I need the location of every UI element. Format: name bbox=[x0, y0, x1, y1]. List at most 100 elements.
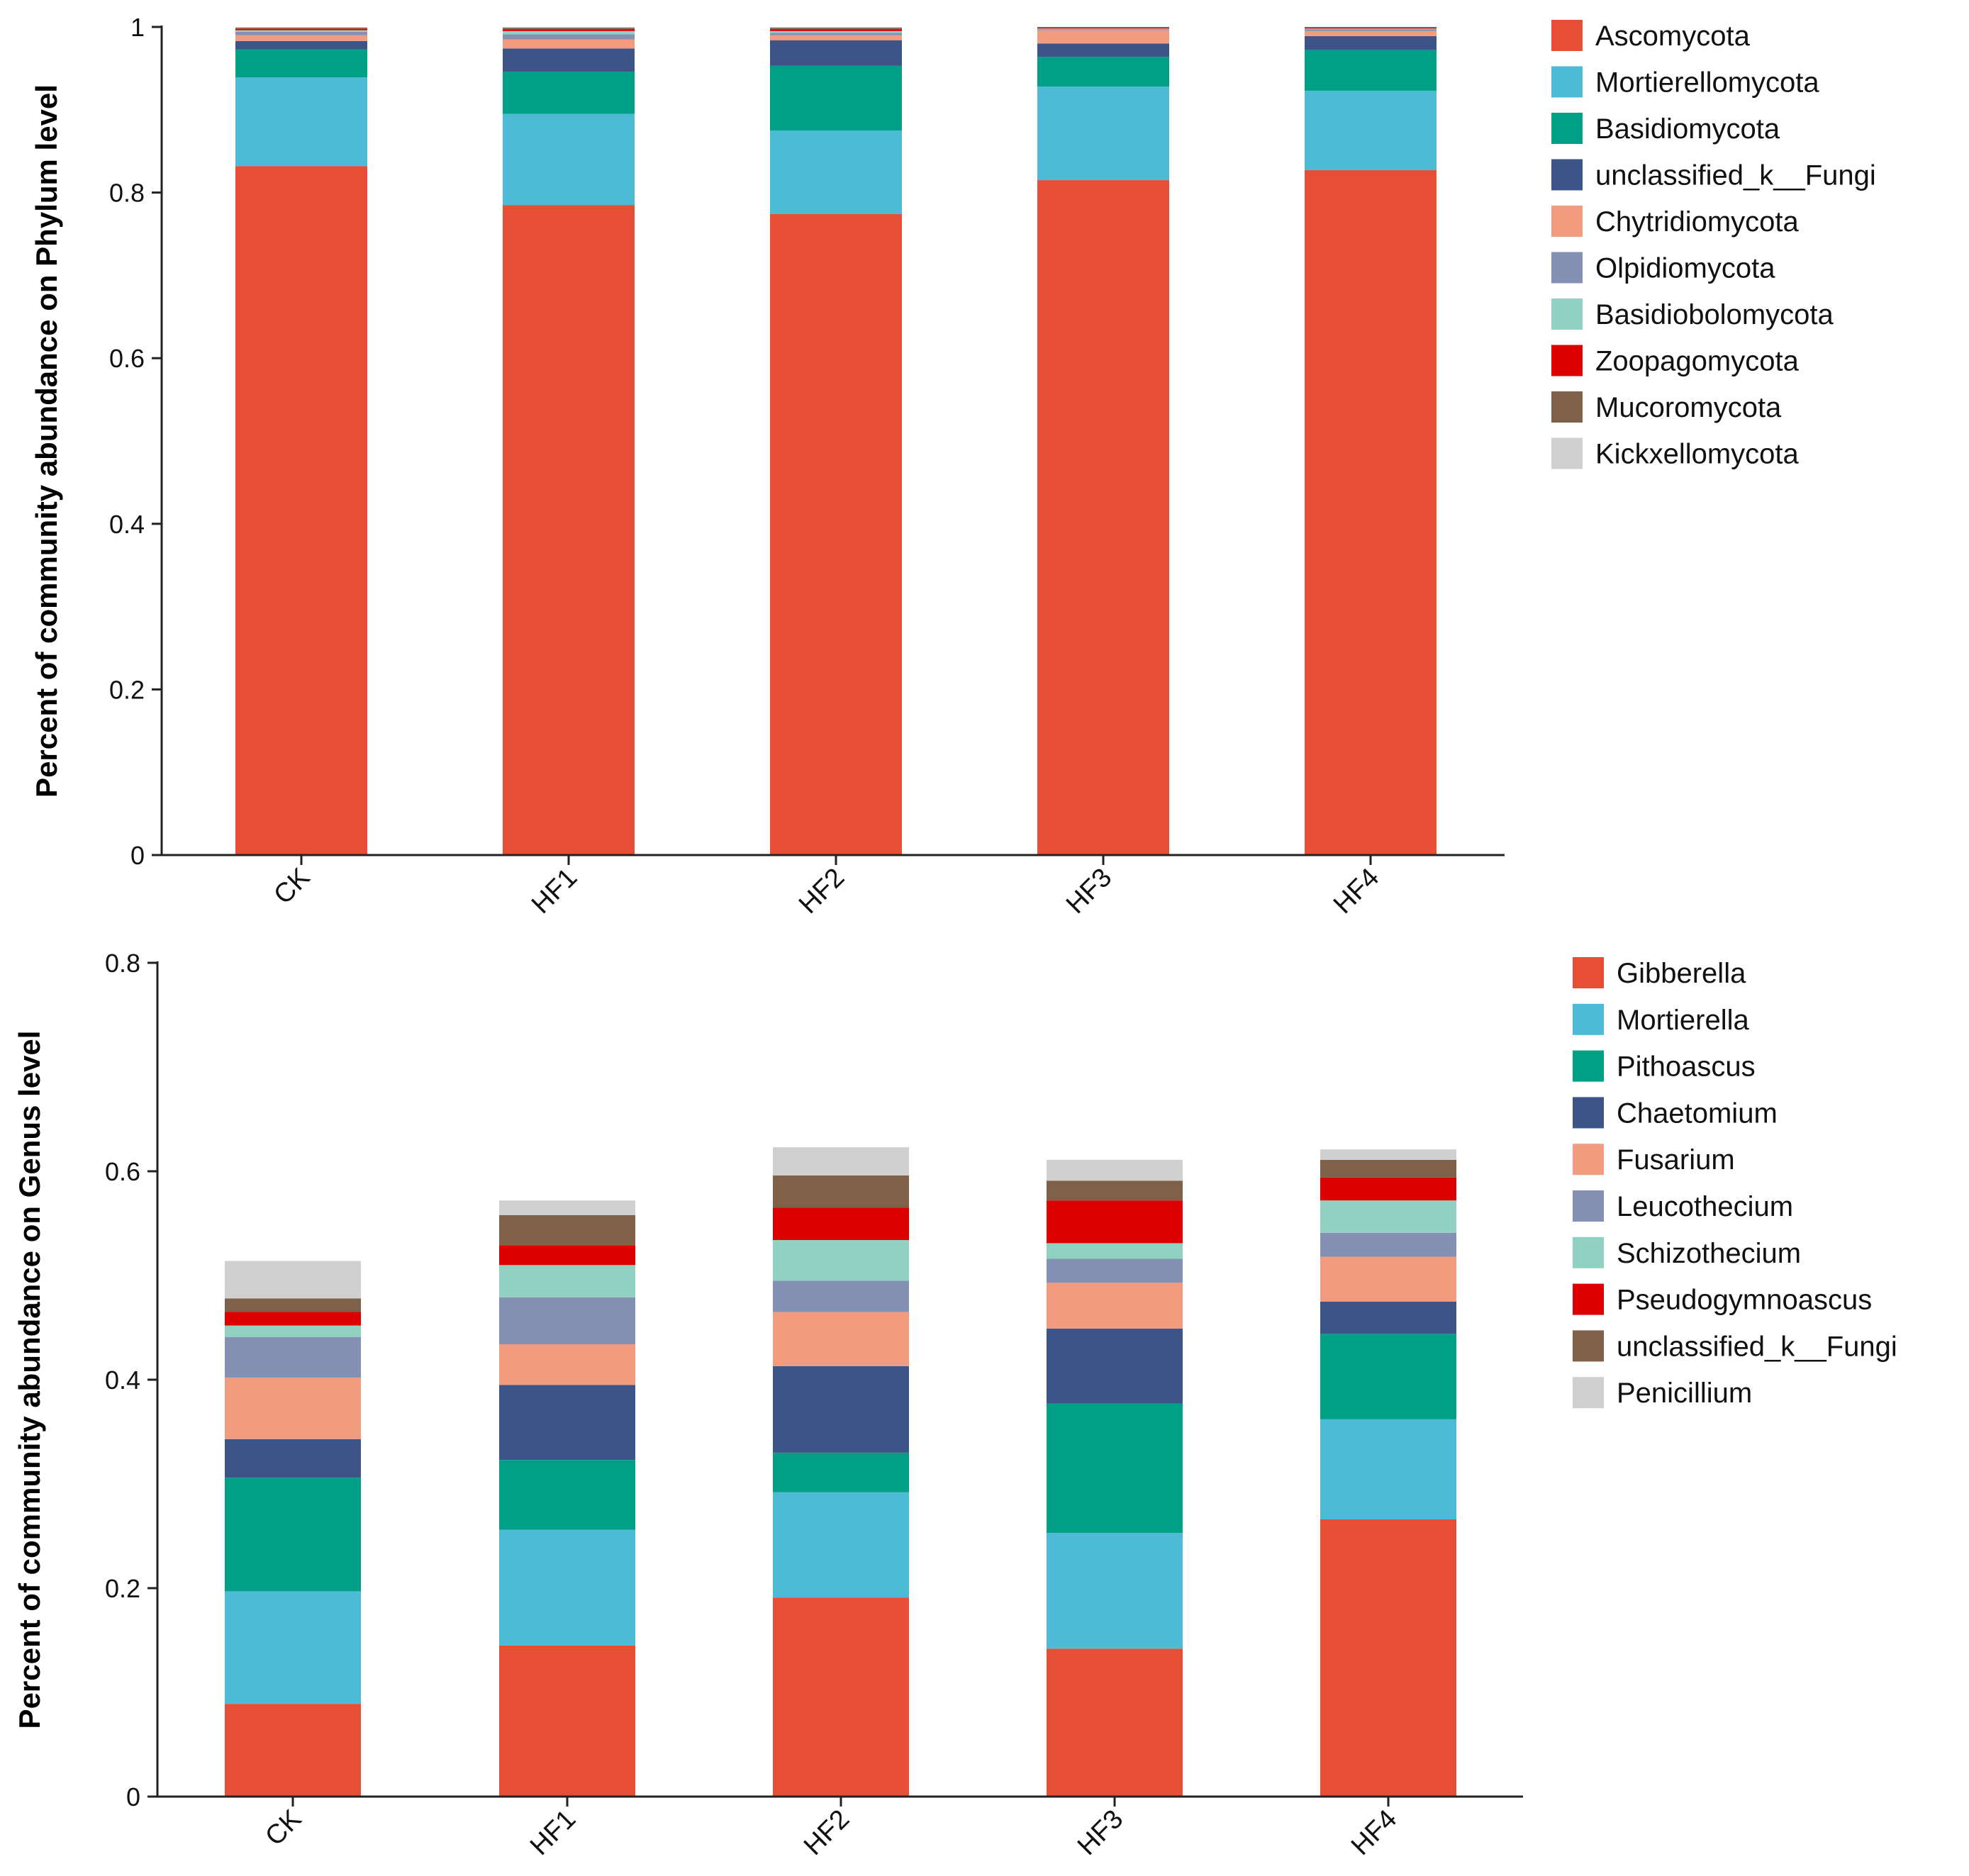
bar-hf2-chaetomium: Chaetomium (HF2): 0.083 bbox=[773, 1366, 909, 1453]
legend-item-mortierellomycota: Mortierellomycota bbox=[1551, 66, 1819, 99]
y-axis-title: Percent of community abundance on Phylum… bbox=[30, 84, 63, 798]
bar-hf2-chytridiomycota: Chytridiomycota (HF2): 0.006 bbox=[770, 35, 902, 40]
bar-hf3-chytridiomycota: Chytridiomycota (HF3): 0.016 bbox=[1037, 30, 1169, 44]
bar-hf1-unclassified-k-fungi: unclassified_k__Fungi (HF1): 0.029 bbox=[499, 1215, 635, 1246]
bar-hf1-basidiobolomycota: Basidiobolomycota (HF1): 0.004 bbox=[503, 30, 635, 35]
legend-item-penicillium: Penicillium bbox=[1573, 1377, 1752, 1409]
bar-ck-unclassified-k-fungi: unclassified_k__Fungi (CK): 0.013 bbox=[225, 1298, 361, 1312]
y-tick-label: 0.2 bbox=[105, 1574, 140, 1603]
legend: Gibberella Mortierella Pithoascus Chaetomiu… bbox=[1573, 957, 1897, 1409]
legend-label: Pithoascus bbox=[1617, 1051, 1756, 1083]
bar-hf2-unclassified-k-fungi: unclassified_k__Fungi (HF2): 0.031 bbox=[773, 1175, 909, 1208]
bar-hf2-fusarium: Fusarium (HF2): 0.052 bbox=[773, 1312, 909, 1366]
bar-ck-schizothecium: Schizothecium (CK): 0.011 bbox=[225, 1325, 361, 1337]
bar-ck-fusarium: Fusarium (CK): 0.059 bbox=[225, 1378, 361, 1439]
legend-swatch bbox=[1551, 345, 1583, 376]
bar-hf3-mucoromycota: Mucoromycota (HF3): 0.001 bbox=[1037, 27, 1169, 28]
legend-label: Mortierella bbox=[1617, 1005, 1749, 1036]
y-axis-title: Percent of community abundance on Genus … bbox=[13, 1031, 46, 1729]
bar-hf4-pithoascus: Pithoascus (HF4): 0.082 bbox=[1320, 1334, 1456, 1419]
bar-hf1-schizothecium: Schizothecium (HF1): 0.031 bbox=[499, 1265, 635, 1297]
bar-hf1-pithoascus: Pithoascus (HF1): 0.067 bbox=[499, 1460, 635, 1530]
bar-hf2-ascomycota: Ascomycota (HF2): 0.774 bbox=[770, 213, 902, 855]
bar-hf4-basidiomycota: Basidiomycota (HF4): 0.049 bbox=[1305, 50, 1437, 91]
legend-label: Gibberella bbox=[1617, 958, 1746, 989]
bar-hf3-leucothecium: Leucothecium (HF3): 0.023 bbox=[1047, 1258, 1183, 1283]
bar-hf2-olpidiomycota: Olpidiomycota (HF2): 0.003 bbox=[770, 33, 902, 35]
bar-hf2-mucoromycota: Mucoromycota (HF2): 0.002 bbox=[770, 28, 902, 30]
bars: Ascomycota (CK): 0.832Mortierellomycota … bbox=[235, 27, 1437, 856]
bar-hf2-gibberella: Gibberella (HF2): 0.191 bbox=[773, 1597, 909, 1797]
bar-hf1-pseudogymnoascus: Pseudogymnoascus (HF1): 0.019 bbox=[499, 1245, 635, 1266]
bar-hf4-schizothecium: Schizothecium (HF4): 0.031 bbox=[1320, 1200, 1456, 1233]
bar-hf1-zoopagomycota: Zoopagomycota (HF1): 0.002 bbox=[503, 29, 635, 31]
bar-hf3-pithoascus: Pithoascus (HF3): 0.124 bbox=[1047, 1403, 1183, 1534]
legend-item-unclassified-k-fungi: unclassified_k__Fungi bbox=[1573, 1330, 1897, 1362]
legend-swatch bbox=[1551, 206, 1583, 237]
legend-label: Mortierellomycota bbox=[1595, 67, 1819, 99]
bar-hf3-basidiobolomycota: Basidiobolomycota (HF3): 0.001 bbox=[1037, 28, 1169, 30]
legend: Ascomycota Mortierellomycota Basidiomycota… bbox=[1551, 20, 1876, 470]
bar-hf1-basidiomycota: Basidiomycota (HF1): 0.051 bbox=[503, 72, 635, 114]
legend-label: Schizothecium bbox=[1617, 1238, 1801, 1269]
bar-hf1-leucothecium: Leucothecium (HF1): 0.045 bbox=[499, 1297, 635, 1345]
x-tick-label-ck: CK bbox=[268, 863, 316, 910]
bar-ck-unclassified-k-fungi: unclassified_k__Fungi (CK): 0.01 bbox=[235, 40, 367, 50]
legend-swatch bbox=[1573, 1283, 1604, 1315]
bar-hf1-mucoromycota: Mucoromycota (HF1): 0.002 bbox=[503, 28, 635, 30]
bar-hf1-chaetomium: Chaetomium (HF1): 0.072 bbox=[499, 1385, 635, 1461]
y-tick-label: 1 bbox=[130, 13, 145, 42]
phylum-chart: Ascomycota (CK): 0.832Mortierellomycota … bbox=[30, 13, 1876, 920]
bar-hf1-mortierellomycota: Mortierellomycota (HF1): 0.11 bbox=[503, 113, 635, 206]
legend-swatch bbox=[1573, 957, 1604, 988]
bar-hf3-unclassified-k-fungi: unclassified_k__Fungi (HF3): 0.016 bbox=[1037, 43, 1169, 57]
legend-swatch bbox=[1551, 159, 1583, 191]
bar-ck-olpidiomycota: Olpidiomycota (CK): 0.004 bbox=[235, 32, 367, 35]
legend-swatch bbox=[1551, 298, 1583, 330]
bar-hf2-penicillium: Penicillium (HF2): 0.027 bbox=[773, 1147, 909, 1176]
genus-chart: Gibberella (CK): 0.089Mortierella (CK): … bbox=[13, 949, 1897, 1861]
bar-hf1-gibberella: Gibberella (HF1): 0.145 bbox=[499, 1645, 635, 1797]
bar-ck-basidiobolomycota: Basidiobolomycota (CK): 0.002 bbox=[235, 30, 367, 33]
legend-swatch bbox=[1573, 1236, 1604, 1268]
legend-label: Basidiobolomycota bbox=[1595, 299, 1834, 330]
legend-swatch bbox=[1551, 437, 1583, 469]
bar-hf3-chaetomium: Chaetomium (HF3): 0.072 bbox=[1047, 1328, 1183, 1404]
bar-hf2-schizothecium: Schizothecium (HF2): 0.039 bbox=[773, 1240, 909, 1281]
bar-hf4-pseudogymnoascus: Pseudogymnoascus (HF4): 0.022 bbox=[1320, 1177, 1456, 1201]
bar-hf3-unclassified-k-fungi: unclassified_k__Fungi (HF3): 0.019 bbox=[1047, 1180, 1183, 1201]
bar-hf3-basidiomycota: Basidiomycota (HF3): 0.036 bbox=[1037, 57, 1169, 87]
legend-item-leucothecium: Leucothecium bbox=[1573, 1190, 1793, 1222]
bar-hf3-penicillium: Penicillium (HF3): 0.02 bbox=[1047, 1159, 1183, 1181]
legend-swatch bbox=[1551, 391, 1583, 423]
legend-swatch bbox=[1573, 1003, 1604, 1035]
bar-ck-penicillium: Penicillium (CK): 0.036 bbox=[225, 1261, 361, 1299]
x-tick-label-hf4: HF4 bbox=[1346, 1804, 1402, 1861]
bar-hf3-fusarium: Fusarium (HF3): 0.044 bbox=[1047, 1283, 1183, 1329]
bar-hf1-penicillium: Penicillium (HF1): 0.014 bbox=[499, 1200, 635, 1215]
x-tick-label-hf3: HF3 bbox=[1061, 863, 1117, 920]
legend-label: unclassified_k__Fungi bbox=[1595, 160, 1876, 191]
bar-hf2-kickxellomycota: Kickxellomycota (HF2): 0.001 bbox=[770, 27, 902, 28]
bar-ck-pseudogymnoascus: Pseudogymnoascus (CK): 0.013 bbox=[225, 1312, 361, 1326]
legend-label: Pseudogymnoascus bbox=[1617, 1285, 1872, 1316]
legend-item-schizothecium: Schizothecium bbox=[1573, 1236, 1801, 1269]
legend-item-zoopagomycota: Zoopagomycota bbox=[1551, 345, 1800, 377]
legend-label: Basidiomycota bbox=[1595, 113, 1780, 145]
legend-swatch bbox=[1573, 1050, 1604, 1082]
bar-hf2-basidiomycota: Basidiomycota (HF2): 0.078 bbox=[770, 65, 902, 130]
bar-hf4-chaetomium: Chaetomium (HF4): 0.031 bbox=[1320, 1301, 1456, 1334]
bar-hf3-ascomycota: Ascomycota (HF3): 0.815 bbox=[1037, 180, 1169, 855]
bar-ck-ascomycota: Ascomycota (CK): 0.832 bbox=[235, 166, 367, 855]
bar-ck-mortierellomycota: Mortierellomycota (CK): 0.107 bbox=[235, 77, 367, 167]
bar-hf1-fusarium: Fusarium (HF1): 0.039 bbox=[499, 1344, 635, 1385]
bar-ck-basidiomycota: Basidiomycota (CK): 0.034 bbox=[235, 49, 367, 78]
y-tick-label: 0 bbox=[126, 1782, 140, 1811]
bar-hf3-mortierellomycota: Mortierellomycota (HF3): 0.113 bbox=[1037, 86, 1169, 181]
bar-ck-gibberella: Gibberella (CK): 0.089 bbox=[225, 1704, 361, 1797]
bar-hf2-zoopagomycota: Zoopagomycota (HF2): 0.002 bbox=[770, 29, 902, 31]
bar-ck-pithoascus: Pithoascus (CK): 0.109 bbox=[225, 1478, 361, 1592]
legend-item-mortierella: Mortierella bbox=[1573, 1003, 1749, 1036]
bar-hf4-basidiobolomycota: Basidiobolomycota (HF4): 0.001 bbox=[1305, 28, 1437, 30]
y-tick-label: 0.8 bbox=[105, 949, 140, 978]
